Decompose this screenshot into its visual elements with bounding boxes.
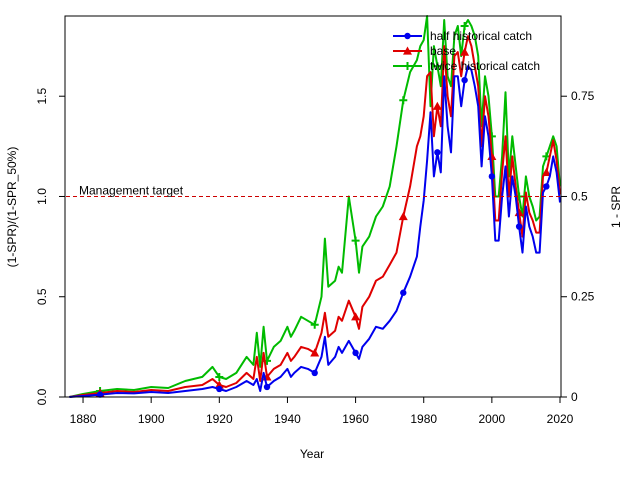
y-tick-label: 1.5 [35,88,49,105]
data-point [310,320,319,329]
x-tick-label: 1920 [206,412,233,426]
data-point [398,212,408,221]
data-point [434,149,441,156]
data-point [403,46,412,55]
legend-label: base [430,44,456,58]
plot-frame [64,15,562,398]
data-point [460,22,469,31]
data-point [311,369,318,377]
y-axis-label-right: 1 - SPR [609,186,623,228]
x-tick-label: 1900 [138,412,165,426]
x-tick-label: 1960 [342,412,369,426]
data-point [488,173,496,180]
data-point [215,372,224,381]
data-point [543,183,550,190]
data-point [403,62,412,70]
legend-label: twice historical catch [430,59,540,73]
legend-label: half historical catch [430,29,532,43]
x-tick-label: 1880 [70,412,97,426]
series-line [69,35,561,398]
y-right-tick-label: 0.25 [571,290,595,304]
data-point [351,236,360,245]
x-axis-label: Year [300,447,324,461]
data-point [216,385,223,393]
series-line [69,15,561,398]
data-point [460,47,470,56]
x-axis: 1880 1900 1920 1940 1960 1980 2000 2020 [70,397,574,426]
x-tick-label: 2020 [547,412,574,426]
data-point [515,223,523,230]
data-point [214,380,224,389]
data-point [399,96,408,105]
y-tick-label: 0.0 [35,388,49,405]
y-right-tick-label: 0 [571,390,578,404]
data-point [461,76,468,84]
y-right-tick-label: 0.75 [571,89,595,103]
y-axis-label-left: (1-SPR)/(1-SPR_50%) [5,147,19,268]
data-point [96,391,104,398]
series-half-historical-catch [69,65,561,398]
x-tick-label: 2000 [479,412,506,426]
y-axis-right: 0 0.25 0.5 0.75 [561,89,595,404]
data-point [400,289,407,296]
y-right-tick-label: 0.5 [571,189,588,203]
series-line [69,65,561,398]
x-tick-label: 1940 [274,412,301,426]
data-point [310,348,320,357]
data-point [541,167,551,177]
data-point [432,101,442,110]
y-tick-label: 0.5 [35,288,49,305]
management-target-label: Management target [79,183,184,197]
data-point [352,349,359,357]
y-tick-label: 1.0 [35,188,49,205]
y-axis-left: 0.0 0.5 1.0 1.5 [35,88,65,405]
data-point [433,62,442,71]
data-point [404,32,411,40]
data-point [351,312,361,321]
reference-line-group: Management target [66,183,560,197]
data-point [263,383,271,391]
x-tick-label: 1980 [410,412,437,426]
